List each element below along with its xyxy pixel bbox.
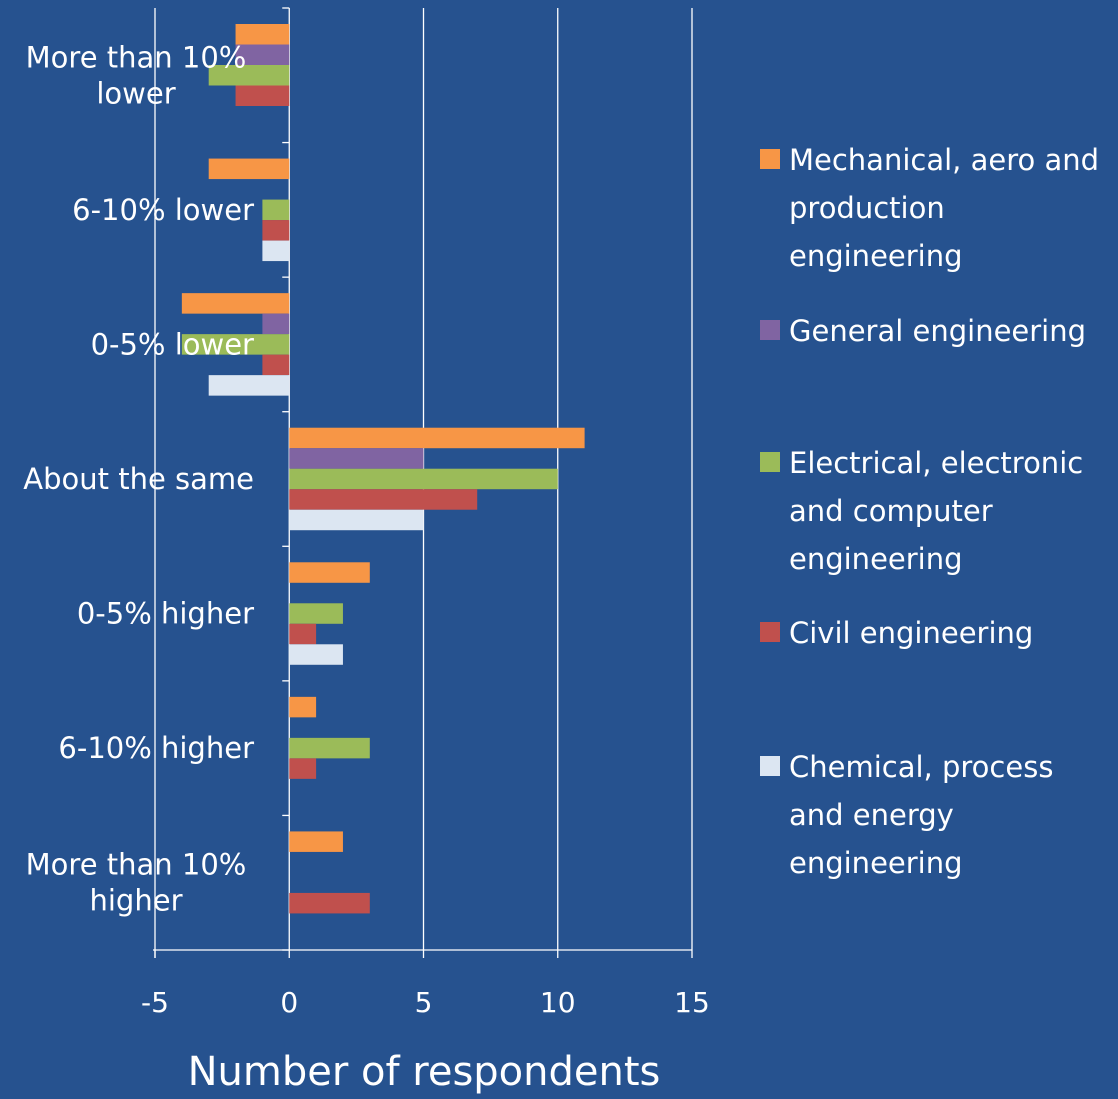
legend-swatch <box>760 320 780 340</box>
x-axis-title: Number of respondents <box>188 1049 661 1095</box>
x-tick-labels: -5 0 5 10 15 <box>141 986 710 1019</box>
bar <box>262 199 290 221</box>
bar <box>289 644 343 665</box>
legend: Mechanical, aero and production engineerin… <box>760 143 1099 880</box>
bar <box>289 603 343 624</box>
bar <box>289 737 370 759</box>
bar <box>289 892 370 914</box>
category-labels: More than 10% lower 6-10% lower 0-5% lower A… <box>23 40 254 917</box>
bar <box>235 85 290 106</box>
category-label: 0-5% lower <box>91 327 254 361</box>
legend-swatch <box>760 452 780 472</box>
category-label: More than 10% lower <box>26 40 247 110</box>
bar <box>289 562 370 583</box>
bar <box>208 158 290 180</box>
legend-label: Civil engineering <box>789 616 1033 650</box>
bar <box>289 427 585 449</box>
category-label: 0-5% higher <box>77 597 254 631</box>
bar <box>289 468 558 490</box>
x-tick-label: 5 <box>415 986 433 1019</box>
legend-item: Electrical, electronic and computer engine… <box>760 446 1083 576</box>
legend-item: Mechanical, aero and production engineerin… <box>760 143 1099 273</box>
bar <box>289 758 317 779</box>
legend-swatch <box>760 622 780 642</box>
bar <box>235 44 290 65</box>
legend-label: Mechanical, aero and production engineerin… <box>789 143 1099 273</box>
legend-label: Chemical, process and energy engineering <box>789 750 1053 880</box>
legend-swatch <box>760 149 780 169</box>
legend-label: General engineering <box>789 314 1086 348</box>
bar <box>262 220 290 241</box>
legend-swatch <box>760 756 780 776</box>
axes <box>153 7 693 958</box>
category-label: 6-10% higher <box>58 731 254 765</box>
bar <box>208 375 290 396</box>
x-tick-label: 0 <box>280 986 298 1019</box>
bar <box>262 240 290 262</box>
bar <box>262 354 290 376</box>
bar <box>289 696 317 718</box>
legend-item: Civil engineering <box>760 616 1033 650</box>
bar <box>289 831 343 852</box>
bars <box>181 24 585 914</box>
bar <box>235 24 290 45</box>
bar <box>289 489 478 510</box>
bar <box>208 65 290 86</box>
legend-item: Chemical, process and energy engineering <box>760 750 1053 880</box>
bar <box>181 334 290 355</box>
bar <box>262 313 290 335</box>
x-tick-label: -5 <box>141 986 169 1019</box>
legend-item: General engineering <box>760 314 1086 348</box>
bar <box>289 623 317 645</box>
bar <box>289 448 424 469</box>
x-tick-label: 10 <box>540 986 576 1019</box>
category-label: More than 10% higher <box>26 848 247 918</box>
x-tick-label: 15 <box>674 986 710 1019</box>
legend-label: Electrical, electronic and computer engine… <box>789 446 1083 576</box>
bar <box>181 293 290 314</box>
bar <box>289 509 424 531</box>
category-label: 6-10% lower <box>72 193 254 227</box>
category-label: About the same <box>23 462 254 496</box>
